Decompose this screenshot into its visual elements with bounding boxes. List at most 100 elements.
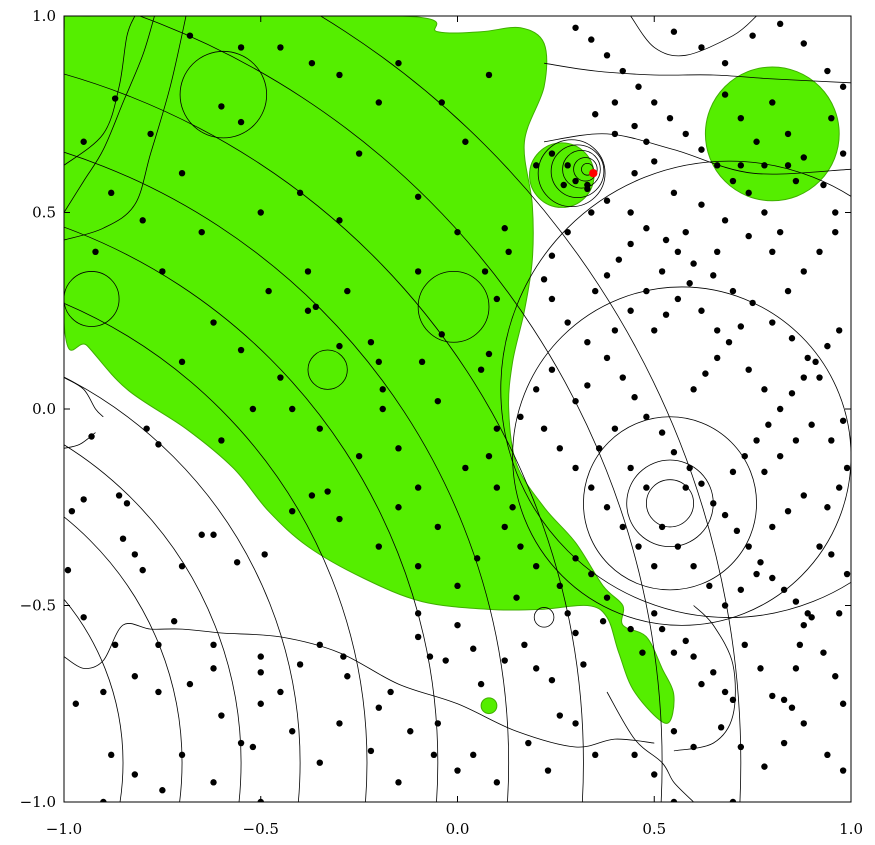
data-point: [540, 425, 548, 432]
data-point: [111, 95, 119, 102]
data-point: [564, 228, 571, 236]
data-point: [277, 374, 284, 381]
data-point: [438, 331, 445, 338]
data-point: [210, 641, 217, 648]
data-point: [662, 311, 670, 318]
data-point: [355, 452, 363, 460]
data-point: [784, 287, 792, 295]
data-point: [725, 338, 733, 346]
axis-ticks: [63, 15, 852, 803]
data-point: [170, 618, 178, 625]
data-point: [839, 767, 847, 774]
data-point: [434, 523, 442, 531]
region-blob-right: [704, 66, 840, 202]
data-point: [131, 673, 139, 680]
data-point: [670, 28, 678, 35]
contour-arc: [319, 16, 741, 802]
data-point: [375, 543, 382, 550]
data-point: [832, 209, 839, 216]
data-point: [721, 217, 729, 224]
data-point: [662, 236, 670, 244]
data-point: [839, 417, 847, 424]
data-point: [418, 358, 426, 366]
data-point: [375, 358, 382, 366]
data-point: [139, 217, 146, 224]
data-point: [769, 523, 776, 531]
data-point: [143, 425, 150, 432]
data-point: [784, 162, 792, 169]
data-point: [745, 366, 752, 373]
data-point: [674, 543, 682, 550]
data-point: [434, 397, 442, 405]
data-point: [324, 488, 331, 495]
contour-loop: [562, 149, 601, 189]
data-point: [729, 468, 737, 476]
data-point: [308, 59, 316, 67]
data-point: [336, 342, 343, 350]
data-point: [729, 798, 737, 802]
data-point: [757, 559, 764, 566]
data-point: [277, 44, 284, 51]
data-point: [820, 649, 827, 656]
data-point: [304, 268, 312, 275]
data-point: [462, 464, 469, 472]
data-point: [599, 618, 607, 625]
data-point: [800, 492, 807, 499]
data-point: [741, 452, 748, 460]
data-point: [395, 59, 402, 67]
data-point: [843, 570, 851, 578]
data-point: [414, 633, 422, 641]
data-point: [572, 24, 579, 31]
data-point: [379, 405, 386, 413]
data-point: [729, 696, 737, 704]
data-point: [784, 130, 792, 138]
data-point: [72, 700, 80, 707]
data-point: [784, 507, 792, 515]
data-point: [548, 366, 556, 373]
data-point: [580, 661, 587, 668]
data-point: [426, 653, 434, 660]
data-point: [210, 531, 217, 538]
contour-loop: [573, 157, 598, 182]
data-point: [729, 287, 737, 295]
data-point: [414, 563, 422, 570]
data-point: [308, 492, 316, 499]
data-point: [218, 103, 225, 110]
contour-arc: [64, 226, 439, 802]
data-point: [710, 669, 717, 676]
data-point: [800, 40, 807, 47]
data-point: [670, 189, 678, 197]
data-point: [454, 767, 461, 774]
data-point: [804, 354, 811, 362]
data-point: [658, 523, 666, 531]
x-tick-label: 0.0: [446, 820, 470, 838]
data-point: [615, 256, 623, 263]
y-tick-labels: −1.0 −0.5 0.0 0.5 1.0: [20, 7, 56, 811]
data-point: [808, 614, 815, 621]
data-point: [257, 700, 264, 707]
contour-line: [630, 16, 757, 57]
data-point: [710, 272, 717, 279]
data-point: [769, 248, 776, 255]
contour-line: [673, 605, 736, 752]
data-point: [592, 287, 599, 295]
data-point: [686, 464, 693, 472]
data-point: [717, 724, 725, 731]
data-point: [355, 150, 363, 157]
data-point: [721, 91, 729, 98]
data-point: [804, 610, 811, 617]
data-point: [761, 209, 768, 216]
data-point: [344, 287, 351, 295]
data-point: [824, 342, 831, 350]
data-point: [643, 287, 650, 295]
data-point: [643, 138, 650, 145]
data-point: [835, 327, 843, 334]
data-point: [788, 704, 796, 711]
data-point: [88, 433, 95, 440]
region-blob-mid: [529, 142, 595, 208]
data-point: [666, 114, 674, 122]
data-point: [839, 83, 847, 90]
data-point: [257, 669, 264, 676]
data-point: [233, 559, 241, 566]
data-point: [178, 170, 186, 177]
